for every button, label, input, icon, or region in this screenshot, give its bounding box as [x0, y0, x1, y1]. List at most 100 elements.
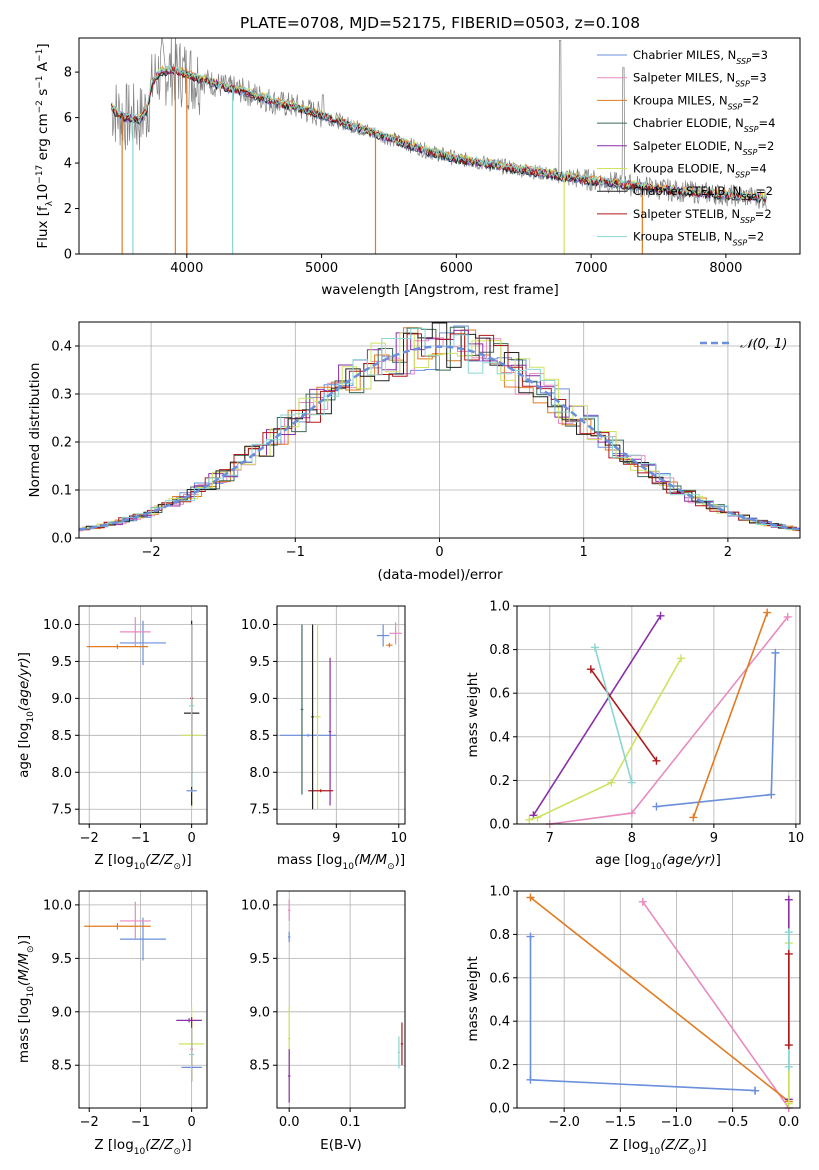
legend-label-sub: SSP	[728, 102, 743, 111]
age-vs-Z-panel: −2 −1 07.58.08.59.09.510.0 Z [log10(Z/Z⊙)]…	[16, 605, 208, 872]
x-tick-label: 10	[788, 831, 805, 846]
residual-frame	[78, 321, 801, 539]
legend-label: Kroupa STELIB, NSSP=2	[633, 230, 764, 248]
main-title: PLATE=0708, MJD=52175, FIBERID=0503, z=0…	[240, 14, 640, 32]
residual-histogram	[79, 333, 800, 531]
legend-label-sub: SSP	[733, 238, 748, 247]
y-tick-label: 9.0	[51, 692, 72, 707]
flux-ylabel-exp3: −1	[35, 75, 45, 88]
y-tick-label: 9.5	[51, 952, 72, 967]
y-tick-label: 8.5	[249, 729, 270, 744]
x-tick-label: 1	[580, 545, 588, 560]
weight-marker	[784, 949, 793, 958]
age-vs-Z-ylabel-ratio: (age/yr)	[16, 657, 32, 711]
weight-line	[656, 652, 777, 808]
legend-label: Salpeter MILES, NSSP=3	[633, 71, 767, 89]
model-spectrum	[110, 65, 767, 202]
weight-line	[532, 615, 662, 816]
weight-marker	[607, 778, 616, 787]
flux-ylabel-exp: −17	[35, 165, 45, 184]
y-tick-label: 0.6	[489, 971, 510, 986]
legend-label: Chabrier STELIB, NSSP=2	[633, 184, 773, 202]
weight-marker	[784, 1041, 793, 1050]
y-tick-label: 0.0	[489, 818, 510, 833]
weight-marker	[677, 654, 686, 663]
weight-vs-Z-plot-area: −2.0 −1.5 −1.0 −0.5 0.0 0.0 0.2 0.4 0.6 0.8 1.0	[489, 885, 800, 1130]
legend-label-text: Kroupa ELODIE, N	[633, 162, 735, 176]
age-vs-Z-ylabel-close: ]	[16, 652, 32, 657]
x-tick-label: −2	[80, 1115, 99, 1130]
y-tick-label: 0.2	[489, 1058, 510, 1073]
y-tick-label: 0.4	[489, 1015, 510, 1030]
legend-label-tail: =4	[750, 162, 767, 176]
age-vs-mass-panel: 9 107.58.08.59.09.510.0 mass [log10(M/M⊙)…	[241, 605, 407, 872]
legend-label: Kroupa ELODIE, NSSP=4	[633, 162, 767, 180]
legend-label-text: Chabrier STELIB, N	[633, 184, 741, 198]
y-tick-label: 10.0	[43, 618, 72, 633]
x-tick-label: 9	[332, 831, 340, 846]
flux-ylabel-close: ]	[35, 43, 51, 48]
legend-label-text: Kroupa MILES, N	[633, 93, 728, 107]
weight-marker	[652, 802, 661, 811]
y-tick-label: 8	[64, 66, 72, 81]
legend-label-sub: SSP	[744, 125, 759, 134]
flux-ylabel-units3: s	[35, 89, 51, 100]
legend-label: Salpeter ELODIE, NSSP=2	[633, 139, 774, 157]
spectrum-plot-area: 4000 5000 6000 7000 8000 0 2 4 6 8	[64, 38, 767, 276]
legend-label-tail: =2	[747, 230, 764, 244]
y-tick-label: 0.1	[51, 484, 72, 499]
legend-label-tail: =3	[750, 71, 767, 85]
residual-ylabel: Normed distribution	[27, 363, 43, 498]
y-tick-label: 1.0	[489, 600, 510, 615]
residual-histogram	[79, 322, 800, 531]
y-tick-label: 6	[64, 111, 72, 126]
weight-vs-Z-panel: −2.0 −1.5 −1.0 −0.5 0.0 0.0 0.2 0.4 0.6 0.8 1.0 Z …	[465, 885, 801, 1157]
weight-vs-age-panel: 7 8 9 100.00.20.40.60.81.0 age [log10(age/y…	[465, 600, 804, 873]
x-tick-label: 7	[546, 831, 554, 846]
residual-histogram	[79, 332, 800, 531]
weight-marker	[526, 893, 535, 902]
weight-marker	[751, 1086, 760, 1095]
legend-label-sub: SSP	[741, 193, 756, 202]
mass-vs-Z-xlabel: Z [log10(Z/Z⊙)]	[94, 1137, 191, 1157]
weight-marker	[525, 815, 534, 824]
x-tick-label: −2	[80, 831, 99, 846]
age-vs-Z-ylabel-text: age [log	[16, 723, 32, 778]
mass-vs-Z-xlabel-close: )]	[181, 1137, 192, 1153]
y-tick-label: 10.0	[241, 618, 270, 633]
y-tick-label: 10.0	[43, 898, 72, 913]
x-tick-label: 9	[710, 831, 718, 846]
weight-vs-age-xlabel-sub: 10	[650, 862, 662, 872]
x-tick-label: 0.1	[340, 1115, 361, 1130]
mass-vs-Z-ylabel: mass [log10(M/M⊙)]	[16, 935, 36, 1063]
mass-vs-Z-ylabel-close: )]	[16, 935, 32, 946]
y-tick-label: 9.0	[249, 692, 270, 707]
weight-marker	[586, 665, 595, 674]
mass-vs-Z-xlabel-sub: 10	[134, 1147, 146, 1157]
weight-marker	[590, 643, 599, 652]
legend-label-sub: SSP	[735, 170, 750, 179]
weight-vs-Z-xlabel-close: )]	[696, 1137, 707, 1153]
legend-label: Kroupa MILES, NSSP=2	[633, 93, 759, 111]
weight-vs-age-xlabel-text: age [log	[595, 852, 650, 868]
age-vs-Z-plot-area: −2 −1 0 7.5 8.0 8.5 9.0 9.5 10.0	[43, 606, 207, 846]
y-tick-label: 0.8	[489, 928, 510, 943]
legend-label-text: Salpeter ELODIE, N	[633, 139, 743, 153]
y-tick-label: 10.0	[241, 898, 270, 913]
weight-line	[549, 616, 789, 825]
age-vs-Z-xlabel-text: Z [log	[94, 852, 133, 868]
age-vs-Z-frame	[78, 605, 208, 825]
y-tick-label: 9.5	[51, 655, 72, 670]
spectrum-lines	[110, 38, 767, 254]
flux-ylabel-units: 10	[35, 184, 51, 201]
weight-vs-Z-xlabel-text: Z [log	[609, 1137, 648, 1153]
weight-vs-Z-xlabel-sub: 10	[649, 1147, 661, 1157]
residual-xlabel: (data-model)/error	[377, 567, 503, 583]
mass-vs-ebv-xlabel: E(B-V)	[320, 1137, 362, 1153]
legend-label-text: Chabrier ELODIE, N	[633, 116, 744, 130]
mass-vs-Z-plot-area: −2 −1 0 8.5 9.0 9.5 10.0	[43, 891, 207, 1130]
weight-marker	[627, 778, 636, 787]
weight-vs-age-xlabel-close: ]	[716, 852, 721, 868]
